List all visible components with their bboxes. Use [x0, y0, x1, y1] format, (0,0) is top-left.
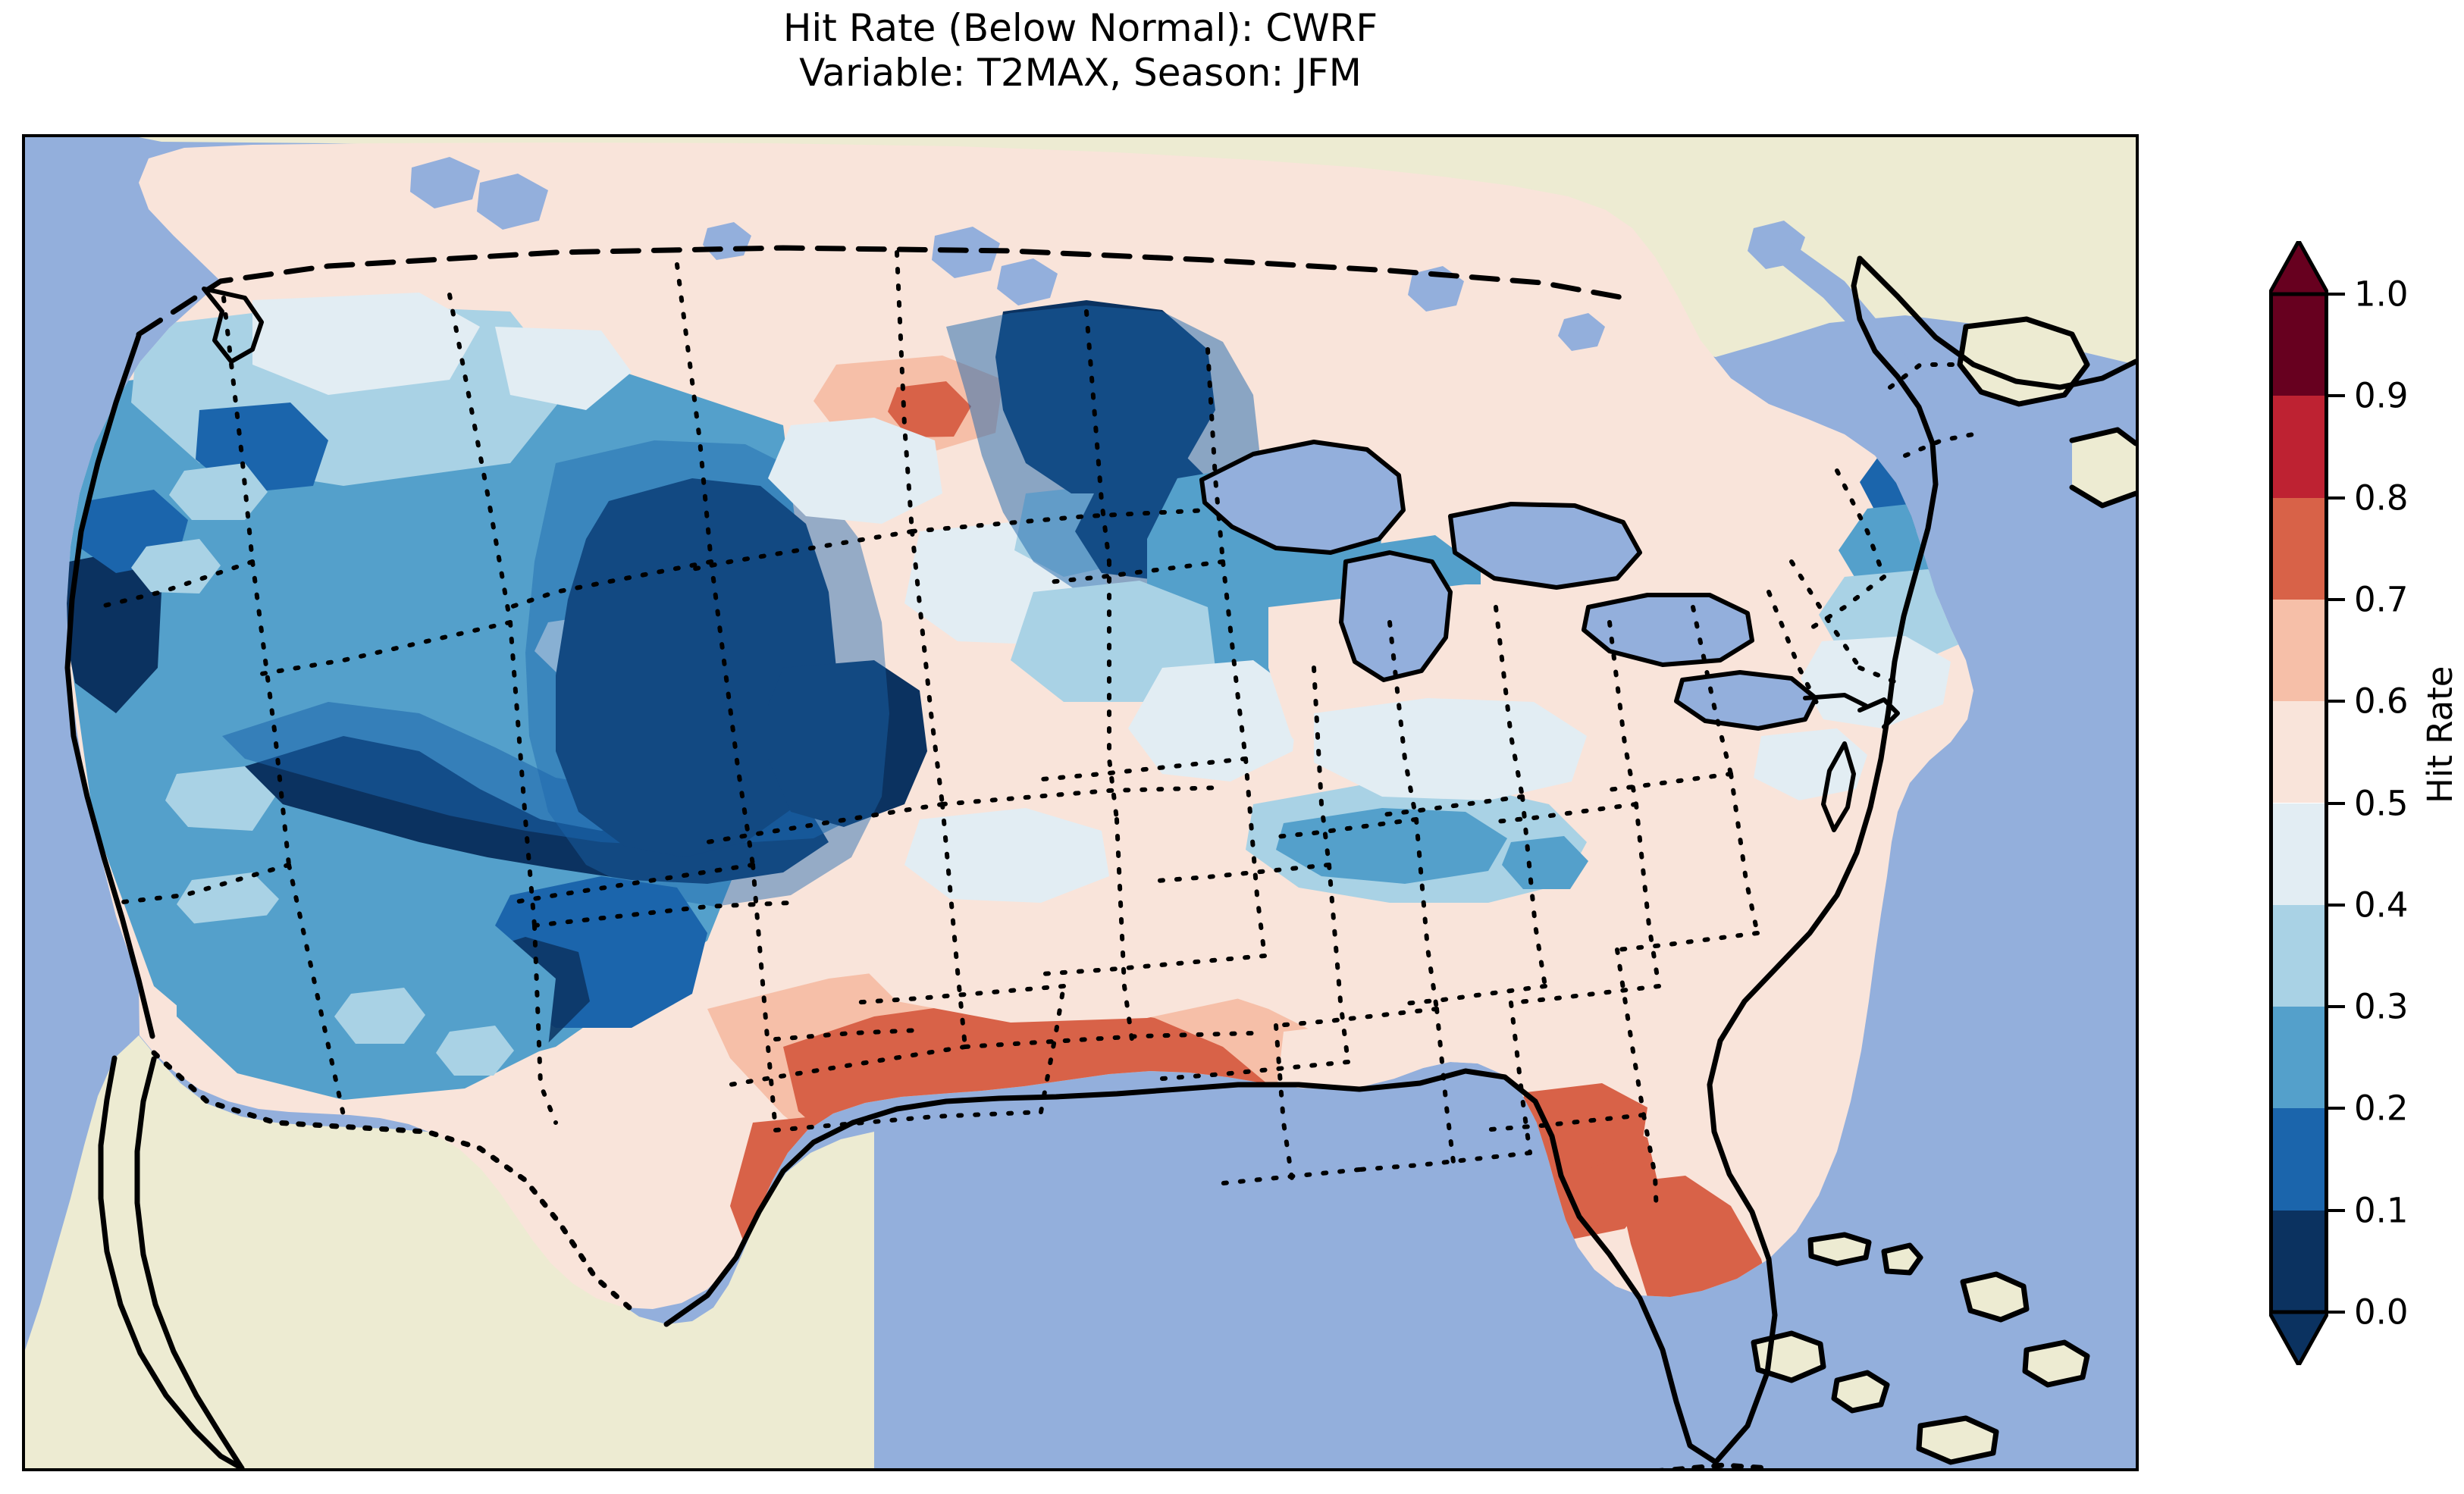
colorbar-ticklabel-0.6: 0.6	[2354, 681, 2409, 722]
colorbar-band-0.9-1.0	[2269, 294, 2328, 396]
colorbar-ticklabel-0.1: 0.1	[2354, 1190, 2409, 1231]
caribbean-islands	[1754, 1235, 2087, 1462]
title-line-1: Hit Rate (Below Normal): CWRF	[782, 6, 1378, 50]
colorbar-ticklabel-0.4: 0.4	[2354, 885, 2409, 926]
colorbar-band-0.2-0.3	[2269, 1007, 2328, 1109]
colorbar-band-0.6-0.7	[2269, 599, 2328, 702]
colorbar-ticklabel-0.7: 0.7	[2354, 579, 2409, 620]
colorbar-ticklabel-0.8: 0.8	[2354, 478, 2409, 518]
colorbar-extend-min-arrow	[2269, 1312, 2328, 1365]
great-lakes-layer	[410, 157, 1913, 728]
mexico-landmass	[25, 1035, 874, 1468]
colorbar-band-0.8-0.9	[2269, 396, 2328, 498]
colorbar-ticklabel-0.2: 0.2	[2354, 1088, 2409, 1129]
title-line-2: Variable: T2MAX, Season: JFM	[799, 51, 1362, 95]
map-axes	[22, 134, 2139, 1471]
colorbar-tick-0.4	[2328, 903, 2345, 907]
colorbar-ticklabel-1.0: 1.0	[2354, 274, 2409, 315]
baja-peninsula	[101, 1058, 242, 1468]
colorbar-band-0.7-0.8	[2269, 497, 2328, 600]
colorbar-extend-max-arrow	[2269, 241, 2328, 294]
colorbar-band-0.1-0.2	[2269, 1108, 2328, 1211]
colorbar-tick-0.6	[2328, 700, 2345, 703]
colorbar-tick-1.0	[2328, 293, 2345, 296]
colorbar-band-0.3-0.4	[2269, 904, 2328, 1007]
maritime-canada	[1960, 319, 2136, 506]
colorbar-tick-0.3	[2328, 1005, 2345, 1009]
colorbar-axis-label: Hit Rate	[2420, 666, 2460, 803]
canada-landmass	[139, 137, 2136, 365]
foreign-land-layer	[25, 137, 2136, 1468]
colorbar-band-0.5-0.6	[2269, 701, 2328, 803]
colorbar-band-0.0-0.1	[2269, 1210, 2328, 1312]
colorbar-ticklabel-0.3: 0.3	[2354, 986, 2409, 1027]
colorbar-axes: 0.0 0.1 0.2 0.3 0.4 0.5 0.6 0.7 0.8 0.9 1.0	[2269, 241, 2409, 1365]
map-boundaries-layer	[64, 245, 2136, 1468]
figure-title: Hit Rate (Below Normal): CWRF Variable: …	[0, 6, 2161, 96]
map-plot	[25, 137, 2136, 1468]
colorbar-tick-0.2	[2328, 1107, 2345, 1110]
colorbar-tick-0.7	[2328, 597, 2345, 601]
colorbar-ticklabel-0.5: 0.5	[2354, 783, 2409, 823]
colorbar-tick-0.5	[2328, 801, 2345, 805]
colorbar-tick-0.0	[2328, 1311, 2345, 1314]
colorbar-ticklabel-0.9: 0.9	[2354, 375, 2409, 416]
state-borders-layer	[96, 250, 1983, 1216]
colorbar-tick-0.9	[2328, 394, 2345, 398]
colorbar-tick-0.1	[2328, 1208, 2345, 1212]
colorbar-tick-0.8	[2328, 496, 2345, 500]
colorbar-ticklabel-0.0: 0.0	[2354, 1292, 2409, 1333]
colorbar-band-0.4-0.5	[2269, 803, 2328, 905]
